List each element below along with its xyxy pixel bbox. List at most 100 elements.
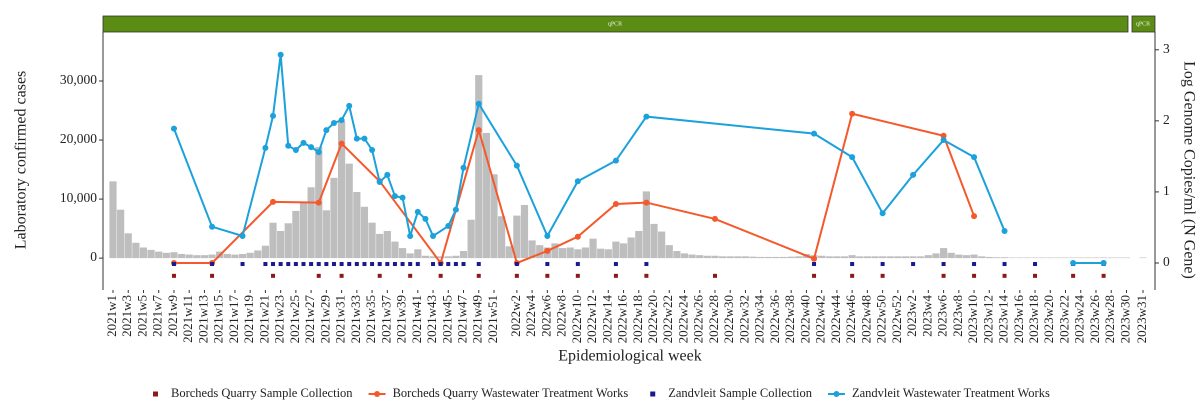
bar <box>939 248 948 259</box>
x-tick-label: 2021w33 <box>348 295 363 343</box>
collection-marker <box>415 262 420 267</box>
x-tick-label: 2021w5 <box>134 295 149 337</box>
bar <box>307 187 315 259</box>
y2-tick-label: 0 <box>1163 254 1170 269</box>
line-point <box>811 255 818 262</box>
bar <box>1031 257 1039 259</box>
x-tick-label: 2021w51 <box>485 295 500 343</box>
legend-marker <box>374 391 381 397</box>
bar <box>879 256 887 259</box>
collection-marker <box>377 273 382 278</box>
line-point <box>361 135 368 142</box>
bar <box>200 255 209 259</box>
collection-marker <box>263 262 268 267</box>
x-tick-label: 2022w12 <box>584 295 599 343</box>
line-point <box>643 199 650 206</box>
collection-marker <box>476 273 481 278</box>
bar <box>1139 257 1147 259</box>
collection-marker <box>972 262 977 267</box>
x-tick-label: 2023w26 <box>1087 295 1102 344</box>
bar <box>406 253 414 259</box>
collection-marker <box>972 273 977 278</box>
x-tick-label: 2021w49 <box>470 295 485 343</box>
bar <box>490 174 498 259</box>
x-tick-label: 2023w14 <box>996 295 1011 344</box>
x-tick-label: 2023w8 <box>950 295 965 337</box>
bar <box>109 181 117 259</box>
bar <box>848 255 856 259</box>
x-tick-label: 2022w20 <box>645 295 660 343</box>
bar <box>978 256 986 259</box>
collection-marker <box>545 273 550 278</box>
bar <box>482 132 490 259</box>
line-point <box>323 127 330 134</box>
bar <box>673 251 681 259</box>
bar <box>642 191 650 259</box>
y2-tick-label: 2 <box>1163 112 1170 127</box>
collection-marker <box>613 262 618 267</box>
x-tick-label: 2022w44 <box>828 295 843 344</box>
x-tick-label: 2022w36 <box>767 295 782 344</box>
bar <box>604 249 612 259</box>
x-tick-label: 2023w2 <box>904 295 919 337</box>
bar <box>840 256 849 259</box>
y2-tick-label: 3 <box>1163 41 1170 56</box>
bar <box>1039 257 1047 259</box>
bar <box>368 222 376 259</box>
bar <box>322 210 330 259</box>
x-tick-label: 2022w2 <box>508 295 523 337</box>
collection-marker <box>385 262 390 267</box>
y-tick-label: 30,000 <box>60 72 97 87</box>
bar <box>917 256 925 259</box>
bar <box>619 243 628 259</box>
bar <box>658 231 666 259</box>
collection-marker <box>377 262 382 267</box>
bar <box>452 255 460 259</box>
bar <box>962 255 971 259</box>
collection-marker <box>400 262 405 267</box>
line-point <box>315 149 322 156</box>
bar <box>513 215 521 259</box>
bar <box>1061 257 1070 259</box>
bar <box>193 255 201 259</box>
x-tick-label: 2023w10 <box>965 295 980 343</box>
bar <box>475 75 483 259</box>
line-point <box>277 51 284 58</box>
line-point <box>445 223 452 230</box>
x-tick-label: 2022w6 <box>538 295 553 337</box>
x-tick-label: 2021w47 <box>455 295 470 344</box>
legend-marker <box>650 391 656 397</box>
collection-marker <box>210 273 215 278</box>
collection-marker <box>347 262 352 267</box>
y2-tick-label: 1 <box>1163 183 1170 198</box>
line-point <box>879 210 886 217</box>
line-point <box>407 232 414 239</box>
line-point <box>643 113 650 120</box>
bar <box>696 255 704 259</box>
bar <box>1092 257 1100 259</box>
collection-marker <box>438 262 443 267</box>
bar <box>635 230 643 259</box>
x-tick-label: 2022w30 <box>721 295 736 343</box>
bar <box>216 251 224 259</box>
collection-marker <box>514 262 519 267</box>
bar <box>223 253 231 259</box>
x-tick-label: 2021w3 <box>119 295 134 337</box>
collection-marker <box>431 262 436 267</box>
x-tick-label: 2022w52 <box>889 295 904 343</box>
bar <box>589 238 597 259</box>
bar <box>498 216 506 259</box>
line-point <box>910 171 917 178</box>
x-tick-label: 2022w8 <box>554 295 569 337</box>
collection-marker <box>1071 273 1076 278</box>
bar <box>292 210 300 259</box>
bar <box>558 248 567 259</box>
bar <box>551 243 559 259</box>
collection-marker <box>331 262 336 267</box>
bar <box>825 256 833 259</box>
line-point <box>1001 228 1008 235</box>
collection-marker <box>392 262 397 267</box>
line-point <box>170 125 177 132</box>
x-tick-label: 2021w45 <box>439 295 454 343</box>
